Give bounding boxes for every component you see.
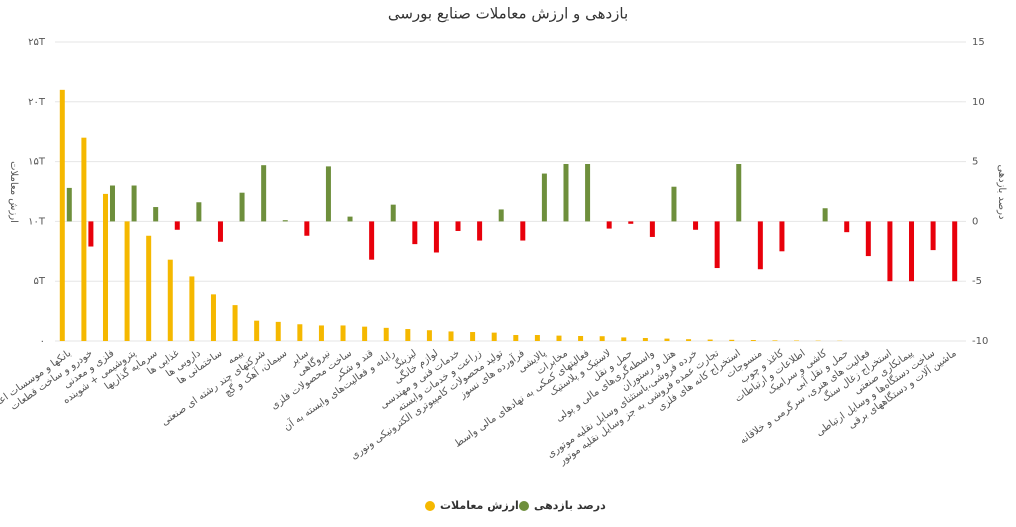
bar — [729, 340, 734, 341]
bar — [650, 221, 655, 237]
bar — [499, 209, 504, 221]
bar — [607, 221, 612, 228]
bar — [456, 221, 461, 231]
bar — [708, 340, 713, 341]
bar — [283, 220, 288, 221]
y-tick-label: ۲۵T — [28, 37, 46, 48]
y-tick-label: ۵T — [34, 276, 46, 287]
bar — [434, 221, 439, 252]
bar — [751, 340, 756, 341]
bar — [196, 202, 201, 221]
bar — [146, 236, 151, 341]
bar — [823, 208, 828, 221]
bar — [758, 221, 763, 269]
legend-label: ارزش معاملات — [440, 499, 519, 512]
y-tick-label: ۰ — [40, 336, 45, 347]
bar — [369, 221, 374, 259]
bar — [520, 221, 525, 240]
y2-tick-label: -10 — [972, 336, 988, 347]
bar — [600, 336, 605, 341]
y-tick-label: ۲۰T — [28, 97, 46, 108]
y2-tick-label: 10 — [972, 97, 985, 108]
bar — [844, 221, 849, 232]
legend-marker — [425, 501, 435, 511]
bar — [60, 90, 65, 341]
bar — [449, 331, 454, 341]
bar — [103, 194, 108, 341]
bar — [563, 164, 568, 221]
bar — [276, 322, 281, 341]
bar — [297, 324, 302, 341]
bar — [384, 328, 389, 341]
bar — [211, 294, 216, 341]
bar — [621, 337, 626, 341]
bar — [67, 188, 72, 221]
bar — [189, 276, 194, 341]
y2-tick-label: -5 — [972, 276, 982, 287]
bar — [585, 164, 590, 221]
bar — [153, 207, 158, 221]
bar — [477, 221, 482, 240]
bar — [218, 221, 223, 241]
legend-label: درصد بازدهی — [534, 499, 606, 512]
bar — [326, 166, 331, 221]
bar — [132, 186, 137, 222]
chart-title: بازدهی و ارزش معاملات صنایع بورسی — [388, 5, 628, 23]
y-axis-label: ارزش معاملات — [8, 161, 19, 223]
bar — [715, 221, 720, 268]
bar — [542, 174, 547, 222]
bar — [88, 221, 93, 246]
bar — [175, 221, 180, 229]
bar — [81, 138, 86, 341]
bar — [470, 332, 475, 341]
y2-tick-label: 15 — [972, 37, 985, 48]
bar — [909, 221, 914, 281]
bar — [693, 221, 698, 229]
y-tick-label: ۱۰T — [28, 216, 46, 227]
bar — [405, 329, 410, 341]
bar — [125, 221, 130, 341]
bar — [772, 340, 777, 341]
bar — [254, 321, 259, 341]
bar — [628, 221, 633, 223]
bar — [686, 339, 691, 341]
bar — [513, 335, 518, 341]
bar — [643, 338, 648, 341]
bar — [664, 339, 669, 341]
bar — [556, 336, 561, 341]
y2-tick-label: 0 — [972, 216, 978, 227]
bar — [427, 330, 432, 341]
bar — [233, 305, 238, 341]
bar — [779, 221, 784, 251]
bar — [240, 193, 245, 222]
bar — [391, 205, 396, 222]
legend-marker — [519, 501, 529, 511]
bar — [261, 165, 266, 221]
bar — [168, 260, 173, 341]
bar — [412, 221, 417, 244]
bar — [736, 164, 741, 221]
bar — [304, 221, 309, 235]
bar — [319, 325, 324, 341]
y-tick-label: ۱۵T — [28, 157, 46, 168]
bar — [362, 327, 367, 341]
bar — [952, 221, 957, 281]
bar — [671, 187, 676, 222]
bar — [110, 186, 115, 222]
bar — [578, 336, 583, 341]
bar — [887, 221, 892, 281]
bar — [348, 217, 353, 222]
y2-tick-label: 5 — [972, 157, 978, 168]
bar — [492, 333, 497, 341]
bar — [535, 335, 540, 341]
bar — [866, 221, 871, 256]
bar — [341, 325, 346, 341]
y2-axis-label: درصد بازدهی — [996, 165, 1007, 220]
bar — [931, 221, 936, 250]
